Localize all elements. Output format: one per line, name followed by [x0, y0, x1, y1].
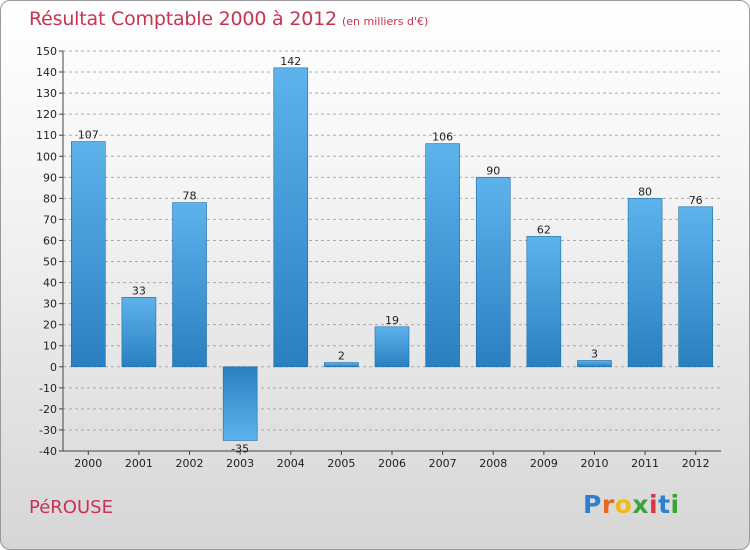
x-tick-label-2010: 2010: [580, 457, 608, 470]
x-tick-label-2005: 2005: [327, 457, 355, 470]
y-tick-label: -20: [39, 403, 57, 416]
bar-2003: [222, 366, 258, 441]
y-tick-label: 80: [43, 192, 57, 205]
proxiti-logo: Proxiti: [583, 490, 680, 519]
gridlines: [63, 50, 721, 452]
bars: [71, 67, 713, 441]
logo-letter: P: [583, 490, 602, 519]
x-tick-label-2000: 2000: [74, 457, 102, 470]
x-tick-label-2007: 2007: [429, 457, 457, 470]
data-label-2001: 33: [132, 284, 146, 297]
y-tick-label: 60: [43, 234, 57, 247]
logo-letter: x: [632, 490, 649, 519]
data-label-2011: 80: [638, 185, 652, 198]
x-tick-label-2008: 2008: [479, 457, 507, 470]
axes: [59, 50, 721, 455]
data-label-2008: 90: [486, 164, 500, 177]
data-label-2000: 107: [78, 129, 99, 142]
data-label-2004: 142: [280, 55, 301, 68]
bar-2007: [425, 143, 460, 368]
bar-2008: [475, 177, 511, 368]
y-tick-label: 50: [43, 256, 57, 269]
data-label-2003: -35: [231, 442, 249, 455]
y-tick-label: 120: [36, 108, 57, 121]
bar-2001: [121, 297, 157, 368]
data-label-2007: 106: [432, 131, 453, 144]
y-tick-label: 30: [43, 298, 57, 311]
y-tick-label: 140: [36, 66, 57, 79]
chart-title: Résultat Comptable 2000 à 2012: [29, 8, 337, 30]
chart-subtitle: (en milliers d'€): [342, 15, 429, 28]
logo-letter: t: [658, 490, 671, 519]
y-tick-label: 20: [43, 319, 57, 332]
y-tick-label: 150: [36, 45, 57, 58]
y-tick-label: 0: [50, 361, 57, 374]
bar-2005: [324, 362, 359, 368]
bar-2012: [678, 206, 713, 368]
data-label-2005: 2: [338, 350, 345, 363]
y-tick-label: 40: [43, 277, 57, 290]
y-tick-label: -40: [39, 445, 57, 458]
bar-2004: [273, 67, 309, 368]
y-tick-label: -30: [39, 424, 57, 437]
labels: -40 -30 -20 -10 0 10 20 30 40 50 60 70 80 90 100 110 120…: [36, 45, 710, 470]
data-label-2009: 62: [537, 223, 551, 236]
x-tick-label-2004: 2004: [277, 457, 305, 470]
bar-2009: [526, 235, 562, 368]
x-tick-label-2012: 2012: [682, 457, 710, 470]
x-tick-label-2006: 2006: [378, 457, 406, 470]
x-tick-label-2001: 2001: [125, 457, 153, 470]
logo-letter: o: [614, 490, 633, 519]
data-label-2010: 3: [591, 347, 598, 360]
logo-letter: i: [670, 490, 680, 519]
y-tick-label: 70: [43, 213, 57, 226]
data-label-2006: 19: [385, 314, 399, 327]
logo-letter: i: [649, 490, 659, 519]
y-tick-label: 90: [43, 171, 57, 184]
bar-2006: [374, 326, 410, 368]
data-label-2012: 76: [689, 194, 703, 207]
logo-letter: r: [601, 490, 615, 519]
bar-2011: [627, 198, 663, 368]
y-tick-label: 110: [36, 129, 57, 142]
x-tick-label-2003: 2003: [226, 457, 254, 470]
y-tick-label: 100: [36, 150, 57, 163]
data-label-2002: 78: [183, 190, 197, 203]
x-tick-label-2009: 2009: [530, 457, 558, 470]
y-tick-label: 130: [36, 87, 57, 100]
bar-2002: [172, 202, 207, 368]
city-name: PéROUSE: [29, 497, 113, 518]
bar-2010: [577, 360, 612, 368]
x-tick-label-2002: 2002: [176, 457, 204, 470]
y-tick-label: 10: [43, 340, 57, 353]
y-tick-label: -10: [39, 382, 57, 395]
bar-2000: [71, 141, 106, 368]
x-tick-label-2011: 2011: [631, 457, 659, 470]
